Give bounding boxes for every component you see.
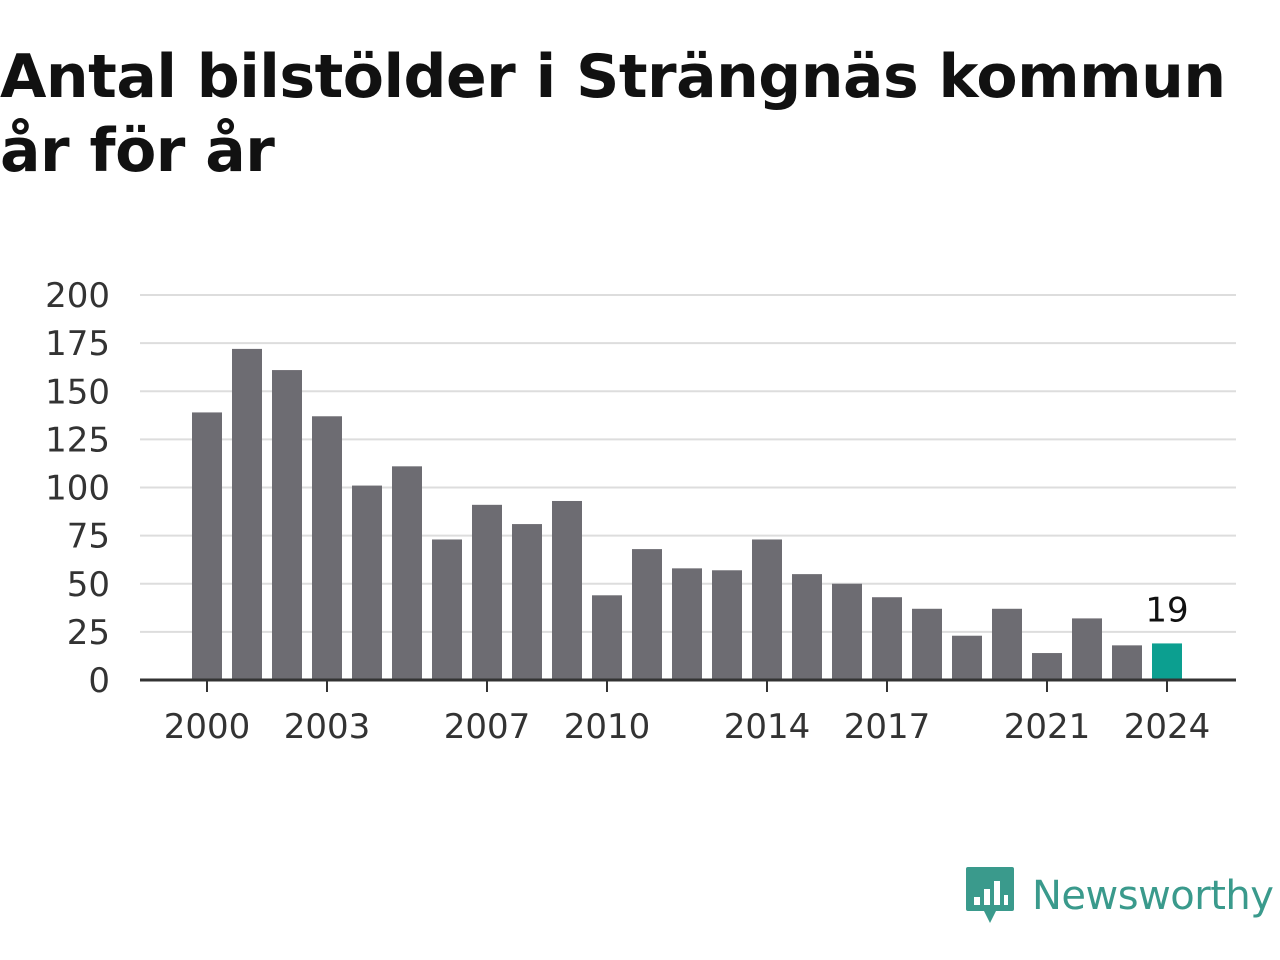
bar-2022 (1072, 618, 1102, 680)
y-tick-label-0: 0 (88, 661, 110, 701)
x-tick-label-2017: 2017 (844, 707, 931, 747)
x-axis (140, 678, 1236, 692)
y-tick-label-50: 50 (67, 565, 110, 605)
bar-2001 (232, 348, 262, 680)
bar-2002 (272, 370, 302, 680)
bar-2004 (352, 485, 382, 680)
bar-2007 (472, 504, 502, 680)
bar-2024 (1152, 643, 1182, 680)
bar-2015 (792, 574, 822, 680)
bar-2017 (872, 597, 902, 680)
y-axis-labels: 0 25 50 75 100 125 150 175 200 (45, 276, 110, 701)
bar-2009 (552, 500, 582, 680)
x-tick-label-2024: 2024 (1124, 707, 1211, 747)
chart-title: Antal bilstölder i Strängnäs kommun år f… (0, 42, 1226, 186)
bar-2016 (832, 583, 862, 680)
x-tick-label-2014: 2014 (724, 707, 811, 747)
bar-2011 (632, 549, 662, 680)
bar-2020 (992, 608, 1022, 680)
bar-2000 (192, 412, 222, 680)
x-axis-labels: 2000 2003 2007 2010 2014 2017 2021 2024 (164, 707, 1211, 747)
x-tick-label-2000: 2000 (164, 707, 251, 747)
y-tick-label-100: 100 (45, 469, 110, 509)
x-tick-label-2003: 2003 (284, 707, 371, 747)
bar-2006 (432, 539, 462, 680)
bar-2013 (712, 570, 742, 680)
bar-2008 (512, 524, 542, 680)
bar-2023 (1112, 645, 1142, 680)
y-tick-label-125: 125 (45, 420, 110, 460)
bar-2005 (392, 466, 422, 680)
x-tick-label-2021: 2021 (1004, 707, 1091, 747)
bar-2018 (912, 608, 942, 680)
bar-2021 (1032, 653, 1062, 680)
y-tick-label-175: 175 (45, 324, 110, 364)
bars (192, 348, 1182, 680)
y-tick-label-150: 150 (45, 372, 110, 412)
y-tick-label-25: 25 (67, 613, 110, 653)
bar-2014 (752, 539, 782, 680)
x-tick-label-2010: 2010 (564, 707, 651, 747)
logo-text: Newsworthy (1032, 873, 1274, 919)
y-tick-label-200: 200 (45, 276, 110, 316)
bar-2003 (312, 416, 342, 680)
data-label-2024: 19 (1145, 590, 1188, 630)
bar-2019 (952, 635, 982, 680)
newsworthy-logo: Newsworthy (964, 864, 1274, 928)
x-tick-label-2007: 2007 (444, 707, 531, 747)
annotations: 19 (1145, 590, 1188, 630)
newsworthy-bar-chart-icon (966, 867, 1014, 923)
bar-2010 (592, 595, 622, 680)
bar-2012 (672, 568, 702, 680)
y-tick-label-75: 75 (67, 517, 110, 557)
